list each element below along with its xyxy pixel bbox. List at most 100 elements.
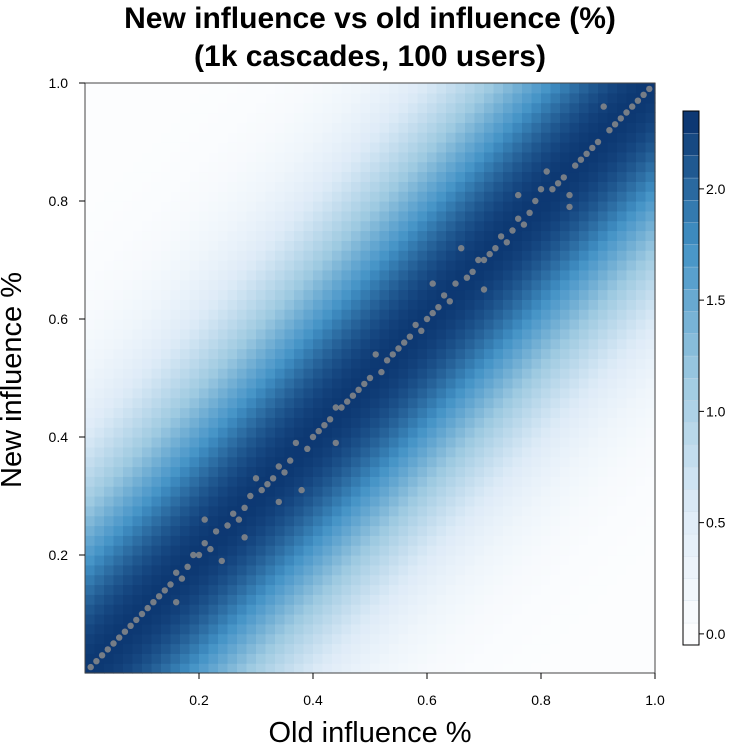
heatmap-cell	[465, 545, 476, 556]
heatmap-cell	[484, 446, 495, 458]
heatmap-cell	[588, 515, 599, 527]
heatmap-cell	[503, 289, 514, 300]
heatmap-cell	[427, 594, 438, 605]
heatmap-cell	[455, 407, 466, 418]
heatmap-cell	[294, 102, 305, 114]
heatmap-cell	[227, 574, 238, 586]
heatmap-cell	[237, 584, 248, 595]
heatmap-cell	[322, 496, 333, 507]
heatmap-cell	[341, 496, 352, 507]
heatmap-cell	[132, 309, 143, 320]
heatmap-cell	[180, 397, 191, 409]
heatmap-cell	[151, 181, 162, 192]
heatmap-cell	[237, 250, 248, 261]
heatmap-cell	[351, 545, 362, 556]
heatmap-cell	[303, 210, 314, 222]
heatmap-cell	[351, 220, 362, 232]
heatmap-cell	[275, 171, 286, 182]
heatmap-cell	[379, 210, 390, 222]
heatmap-cell	[237, 387, 248, 399]
heatmap-cell	[398, 368, 409, 379]
heatmap-cell	[303, 240, 314, 251]
heatmap-cell	[113, 338, 124, 350]
heatmap-cell	[474, 515, 485, 527]
heatmap-cell	[275, 604, 286, 615]
heatmap-cell	[607, 132, 618, 143]
heatmap-cell	[522, 299, 533, 310]
heatmap-cell	[560, 220, 571, 232]
heatmap-cell	[474, 260, 485, 271]
heatmap-cell	[208, 584, 219, 595]
heatmap-cell	[360, 466, 371, 477]
heatmap-cell	[579, 663, 590, 674]
heatmap-cell	[455, 604, 466, 615]
heatmap-cell	[189, 279, 200, 291]
heatmap-cell	[493, 486, 504, 497]
data-point	[497, 233, 505, 240]
heatmap-cell	[465, 397, 476, 409]
heatmap-cell	[522, 171, 533, 182]
heatmap-cell	[227, 171, 238, 182]
heatmap-cell	[199, 220, 210, 232]
heatmap-cell	[265, 535, 276, 546]
heatmap-cell	[265, 456, 276, 468]
heatmap-cell	[484, 653, 495, 664]
heatmap-cell	[341, 466, 352, 477]
heatmap-cell	[151, 319, 162, 330]
heatmap-cell	[541, 584, 552, 595]
heatmap-cell	[446, 161, 457, 173]
heatmap-cell	[626, 260, 637, 271]
heatmap-cell	[560, 417, 571, 428]
heatmap-cell	[227, 122, 238, 133]
heatmap-cell	[531, 92, 542, 104]
heatmap-cell	[227, 279, 238, 291]
heatmap-cell	[569, 387, 580, 399]
heatmap-cell	[218, 378, 229, 389]
heatmap-cell	[626, 407, 637, 418]
heatmap-cell	[503, 614, 514, 625]
heatmap-cell	[617, 378, 628, 389]
heatmap-cell	[588, 594, 599, 605]
heatmap-cell	[180, 427, 191, 438]
heatmap-cell	[113, 368, 124, 379]
heatmap-cell	[503, 437, 514, 448]
heatmap-cell	[161, 269, 172, 281]
heatmap-cell	[313, 633, 324, 645]
heatmap-cell	[474, 122, 485, 133]
heatmap-cell	[322, 83, 333, 94]
heatmap-cell	[142, 663, 153, 674]
heatmap-cell	[351, 387, 362, 399]
heatmap-cell	[360, 319, 371, 330]
heatmap-cell	[389, 112, 400, 123]
heatmap-cell	[123, 240, 134, 251]
heatmap-cell	[113, 525, 124, 536]
heatmap-cell	[465, 171, 476, 182]
heatmap-cell	[218, 122, 229, 133]
heatmap-cell	[484, 171, 495, 182]
heatmap-cell	[550, 181, 561, 192]
heatmap-cell	[246, 387, 257, 399]
heatmap-cell	[455, 260, 466, 271]
heatmap-cell	[94, 240, 105, 251]
heatmap-cell	[579, 122, 590, 133]
heatmap-cell	[284, 309, 295, 320]
heatmap-cell	[294, 614, 305, 625]
heatmap-cell	[417, 289, 428, 300]
heatmap-cell	[560, 574, 571, 586]
heatmap-cell	[503, 132, 514, 143]
heatmap-cell	[427, 456, 438, 468]
heatmap-cell	[246, 171, 257, 182]
heatmap-cell	[265, 358, 276, 369]
heatmap-cell	[161, 663, 172, 674]
heatmap-cell	[579, 594, 590, 605]
heatmap-cell	[370, 584, 381, 595]
heatmap-cell	[303, 299, 314, 310]
heatmap-cell	[503, 83, 514, 94]
heatmap-cell	[379, 407, 390, 418]
heatmap-cell	[493, 92, 504, 104]
heatmap-cell	[455, 466, 466, 477]
heatmap-cell	[427, 515, 438, 527]
heatmap-cell	[427, 112, 438, 123]
heatmap-cell	[180, 358, 191, 369]
heatmap-cell	[560, 122, 571, 133]
